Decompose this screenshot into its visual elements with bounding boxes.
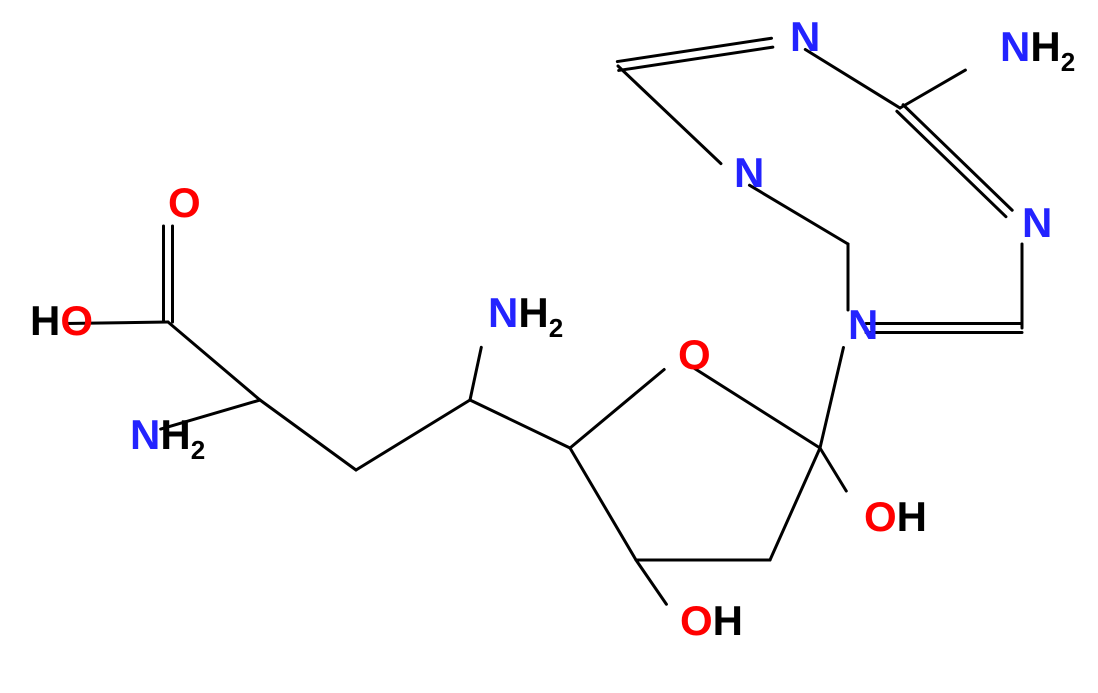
atom-N4: N xyxy=(848,301,878,348)
atom-NH2a: NH2 xyxy=(1000,23,1075,77)
molecule-diagram: NNH2NNNNH2OOHOHNH2OHO xyxy=(0,0,1098,693)
atom-Or: O xyxy=(678,331,711,378)
atom-OH1: OH xyxy=(864,493,927,540)
atom-N2: N xyxy=(734,149,764,196)
atom-OH2: OH xyxy=(680,597,743,644)
atom-N3: N xyxy=(1022,199,1052,246)
atom-N1: N xyxy=(790,13,820,60)
atom-OH3: HO xyxy=(30,297,93,344)
atom-NH2b: NH2 xyxy=(488,289,563,343)
atom-Od: O xyxy=(168,179,201,226)
